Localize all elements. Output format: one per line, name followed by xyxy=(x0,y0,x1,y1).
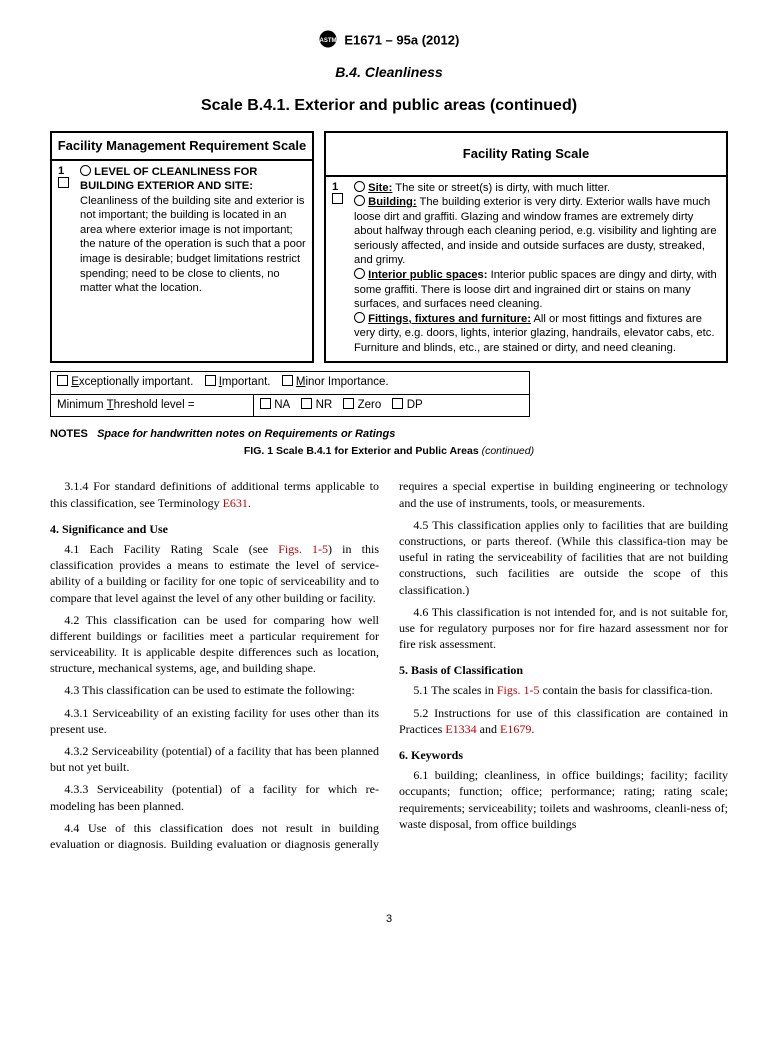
level-marker: 1 xyxy=(58,165,80,296)
checkbox-icon[interactable] xyxy=(301,398,312,409)
importance-row: Exceptionally important. Important. Mino… xyxy=(51,372,530,395)
checkbox-icon[interactable] xyxy=(282,375,293,386)
radio-icon xyxy=(354,268,365,279)
rating-scale-header: Facility Rating Scale xyxy=(326,133,726,177)
para-4-5: 4.5 This classification applies only to … xyxy=(399,517,728,598)
para-4-2: 4.2 This classification can be used for … xyxy=(50,612,379,677)
requirement-scale-header: Facility Management Requirement Scale xyxy=(52,133,312,161)
scale-title: Scale B.4.1. Exterior and public areas (… xyxy=(50,95,728,117)
radio-icon xyxy=(80,165,91,176)
figure-caption: FIG. 1 Scale B.4.1 for Exterior and Publ… xyxy=(50,444,728,458)
para-5-1: 5.1 The scales in Figs. 1-5 contain the … xyxy=(399,682,728,698)
link-figs[interactable]: Figs. 1-5 xyxy=(497,683,540,697)
link-figs[interactable]: Figs. 1-5 xyxy=(278,542,328,556)
checkbox-icon[interactable] xyxy=(57,375,68,386)
para-3-1-4: 3.1.4 For standard definitions of additi… xyxy=(50,478,379,510)
para-4-1: 4.1 Each Facility Rating Scale (see Figs… xyxy=(50,541,379,606)
para-4-3-2: 4.3.2 Serviceability (potential) of a fa… xyxy=(50,743,379,775)
checkbox-icon[interactable] xyxy=(205,375,216,386)
para-4-3-3: 4.3.3 Serviceability (potential) of a fa… xyxy=(50,781,379,813)
para-5-2: 5.2 Instructions for use of this classif… xyxy=(399,705,728,737)
section-title: B.4. Cleanliness xyxy=(50,63,728,82)
checkbox-icon[interactable] xyxy=(343,398,354,409)
para-6-1: 6.1 building; cleanliness, in office bui… xyxy=(399,767,728,832)
para-4-3: 4.3 This classification can be used to e… xyxy=(50,682,379,698)
page-number: 3 xyxy=(50,912,728,927)
threshold-label: Minimum Threshold level = xyxy=(51,394,254,417)
svg-text:ASTM: ASTM xyxy=(319,38,336,44)
heading-4: 4. Significance and Use xyxy=(50,521,379,537)
checkbox-icon[interactable] xyxy=(392,398,403,409)
level-marker: 1 xyxy=(332,181,354,356)
checkbox-icon xyxy=(332,193,343,204)
requirement-scale-box: Facility Management Requirement Scale 1 … xyxy=(50,131,314,363)
notes-line: NOTES Space for handwritten notes on Req… xyxy=(50,427,728,442)
link-e1679[interactable]: E1679 xyxy=(500,722,531,736)
requirement-text: LEVEL OF CLEANLINESS FOR BUILDING EXTERI… xyxy=(80,165,306,296)
rating-scale-box: Facility Rating Scale 1 Site: The site o… xyxy=(324,131,728,363)
checkbox-icon[interactable] xyxy=(260,398,271,409)
para-4-3-1: 4.3.1 Serviceability of an existing faci… xyxy=(50,705,379,737)
standard-number: E1671 – 95a (2012) xyxy=(344,33,459,48)
para-4-6: 4.6 This classification is not intended … xyxy=(399,604,728,653)
radio-icon xyxy=(354,195,365,206)
importance-table: Exceptionally important. Important. Mino… xyxy=(50,371,530,417)
threshold-options: NA NR Zero DP xyxy=(254,394,530,417)
link-e631[interactable]: E631 xyxy=(223,496,248,510)
radio-icon xyxy=(354,181,365,192)
rating-text: Site: The site or street(s) is dirty, wi… xyxy=(354,181,720,356)
heading-5: 5. Basis of Classification xyxy=(399,662,728,678)
radio-icon xyxy=(354,312,365,323)
astm-logo-icon: ASTM xyxy=(319,30,337,53)
link-e1334[interactable]: E1334 xyxy=(445,722,476,736)
heading-6: 6. Keywords xyxy=(399,747,728,763)
checkbox-icon xyxy=(58,177,69,188)
body-columns: 3.1.4 For standard definitions of additi… xyxy=(50,478,728,852)
doc-header: ASTM E1671 – 95a (2012) xyxy=(50,30,728,53)
